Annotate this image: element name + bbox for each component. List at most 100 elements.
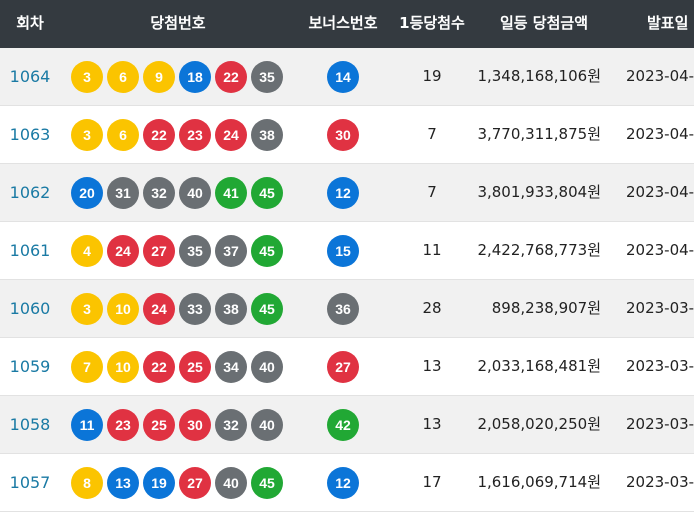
number-ball: 22 — [215, 61, 247, 93]
round-link[interactable]: 1060 — [9, 299, 51, 318]
number-ball: 4 — [71, 235, 103, 267]
table-row: 1058 11 23 25 30 32 40 42 13 2,058,020,250원 2023-0… — [0, 396, 694, 454]
number-ball: 45 — [251, 177, 283, 209]
number-ball: 27 — [179, 467, 211, 499]
winner-count: 13 — [422, 415, 442, 433]
table-row: 1057 8 13 19 27 40 45 12 17 1,616,069,714원 2023-03… — [0, 454, 694, 512]
table-row: 1060 3 10 24 33 38 45 36 28 898,238,907원 2023-03- — [0, 280, 694, 338]
draw-date: 2023-04- — [626, 125, 694, 143]
bonus-ball: 36 — [327, 293, 359, 325]
bonus-ball: 12 — [327, 177, 359, 209]
number-ball: 25 — [179, 351, 211, 383]
prize-amount: 3,770,311,875원 — [477, 125, 601, 143]
number-ball: 18 — [179, 61, 211, 93]
number-ball: 45 — [251, 293, 283, 325]
number-ball: 24 — [215, 119, 247, 151]
number-ball: 9 — [143, 61, 175, 93]
number-ball: 8 — [71, 467, 103, 499]
prize-amount: 898,238,907원 — [491, 299, 601, 317]
prize-amount: 1,616,069,714원 — [477, 473, 601, 491]
number-ball: 45 — [251, 235, 283, 267]
winning-numbers: 8 13 19 27 40 45 — [71, 467, 287, 499]
number-ball: 38 — [215, 293, 247, 325]
number-ball: 45 — [251, 467, 283, 499]
table-row: 1064 3 6 9 18 22 35 14 19 1,348,168,106원 2023-04- — [0, 48, 694, 106]
number-ball: 23 — [107, 409, 139, 441]
number-ball: 10 — [107, 351, 139, 383]
number-ball: 22 — [143, 351, 175, 383]
number-ball: 10 — [107, 293, 139, 325]
number-ball: 6 — [107, 61, 139, 93]
draw-date: 2023-04- — [626, 67, 694, 85]
number-ball: 40 — [251, 409, 283, 441]
header-round: 회차 — [16, 14, 44, 32]
prize-amount: 2,033,168,481원 — [477, 357, 601, 375]
number-ball: 3 — [71, 293, 103, 325]
round-link[interactable]: 1058 — [9, 415, 51, 434]
number-ball: 11 — [71, 409, 103, 441]
number-ball: 19 — [143, 467, 175, 499]
winner-count: 13 — [422, 357, 442, 375]
header-date: 발표일 — [647, 14, 689, 32]
number-ball: 13 — [107, 467, 139, 499]
number-ball: 25 — [143, 409, 175, 441]
bonus-ball: 42 — [327, 409, 359, 441]
number-ball: 3 — [71, 61, 103, 93]
number-ball: 40 — [251, 351, 283, 383]
round-link[interactable]: 1059 — [9, 357, 51, 376]
table-body: 1064 3 6 9 18 22 35 14 19 1,348,168,106원 2023-04- 1… — [0, 48, 694, 512]
prize-amount: 3,801,933,804원 — [477, 183, 601, 201]
table-row: 1063 3 6 22 23 24 38 30 7 3,770,311,875원 2023-04- — [0, 106, 694, 164]
number-ball: 40 — [179, 177, 211, 209]
table-row: 1062 20 31 32 40 41 45 12 7 3,801,933,804원 2023-04… — [0, 164, 694, 222]
winner-count: 7 — [427, 183, 437, 201]
number-ball: 3 — [71, 119, 103, 151]
table-row: 1061 4 24 27 35 37 45 15 11 2,422,768,773원 2023-04… — [0, 222, 694, 280]
table-header: 회차 당첨번호 보너스번호 1등당첨수 일등 당첨금액 발표일 — [0, 0, 694, 48]
number-ball: 20 — [71, 177, 103, 209]
winner-count: 19 — [422, 67, 442, 85]
winning-numbers: 7 10 22 25 34 40 — [71, 351, 287, 383]
prize-amount: 2,058,020,250원 — [477, 415, 601, 433]
number-ball: 27 — [143, 235, 175, 267]
winner-count: 17 — [422, 473, 442, 491]
round-link[interactable]: 1061 — [9, 241, 51, 260]
draw-date: 2023-03- — [626, 415, 694, 433]
winner-count: 7 — [427, 125, 437, 143]
header-numbers: 당첨번호 — [150, 14, 206, 32]
winning-numbers: 11 23 25 30 32 40 — [71, 409, 287, 441]
header-bonus: 보너스번호 — [308, 14, 378, 32]
number-ball: 32 — [215, 409, 247, 441]
round-link[interactable]: 1057 — [9, 473, 51, 492]
number-ball: 40 — [215, 467, 247, 499]
draw-date: 2023-04- — [626, 241, 694, 259]
draw-date: 2023-03- — [626, 473, 694, 491]
round-link[interactable]: 1063 — [9, 125, 51, 144]
number-ball: 35 — [251, 61, 283, 93]
number-ball: 24 — [107, 235, 139, 267]
number-ball: 41 — [215, 177, 247, 209]
bonus-ball: 14 — [327, 61, 359, 93]
draw-date: 2023-03- — [626, 299, 694, 317]
number-ball: 37 — [215, 235, 247, 267]
bonus-ball: 15 — [327, 235, 359, 267]
bonus-ball: 27 — [327, 351, 359, 383]
number-ball: 34 — [215, 351, 247, 383]
number-ball: 31 — [107, 177, 139, 209]
bonus-ball: 12 — [327, 467, 359, 499]
number-ball: 35 — [179, 235, 211, 267]
winner-count: 11 — [422, 241, 442, 259]
number-ball: 33 — [179, 293, 211, 325]
round-link[interactable]: 1064 — [9, 67, 51, 86]
winning-numbers: 4 24 27 35 37 45 — [71, 235, 287, 267]
winning-numbers: 3 10 24 33 38 45 — [71, 293, 287, 325]
prize-amount: 2,422,768,773원 — [477, 241, 601, 259]
table-row: 1059 7 10 22 25 34 40 27 13 2,033,168,481원 2023-03… — [0, 338, 694, 396]
draw-date: 2023-03- — [626, 357, 694, 375]
number-ball: 6 — [107, 119, 139, 151]
round-link[interactable]: 1062 — [9, 183, 51, 202]
winning-numbers: 20 31 32 40 41 45 — [71, 177, 287, 209]
draw-date: 2023-04- — [626, 183, 694, 201]
winning-numbers: 3 6 9 18 22 35 — [71, 61, 287, 93]
